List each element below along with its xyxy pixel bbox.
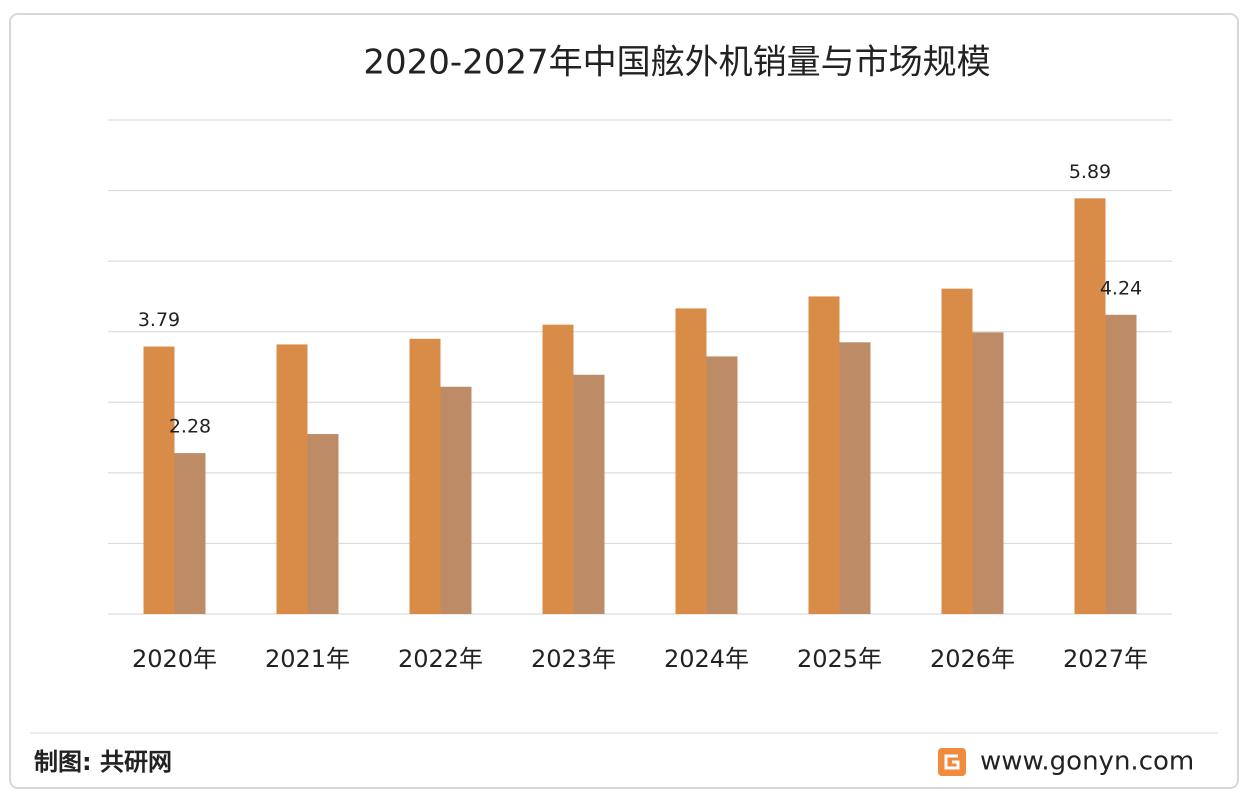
bar: [143, 346, 175, 614]
bar: [675, 308, 707, 614]
bar: [839, 342, 871, 614]
data-label: 2.28: [169, 416, 211, 438]
chart-title: 2020-2027年中国舷外机销量与市场规模: [363, 43, 990, 83]
x-tick-label: 2020年: [132, 645, 217, 673]
logo: [938, 748, 966, 776]
x-tick-label: 2022年: [398, 645, 483, 673]
source-note: 制图: 共研网: [34, 748, 172, 776]
bar: [941, 288, 973, 614]
x-tick-label: 2026年: [930, 645, 1015, 673]
bar: [409, 338, 441, 614]
bar: [808, 296, 840, 614]
data-label: 4.24: [1100, 277, 1142, 299]
data-label: 3.79: [138, 309, 180, 331]
x-tick-label: 2021年: [265, 645, 350, 673]
data-label: 5.89: [1069, 161, 1111, 183]
bar: [276, 344, 308, 614]
bar: [440, 386, 472, 614]
bar: [174, 453, 206, 614]
site-url: www.gonyn.com: [980, 747, 1194, 777]
bar: [706, 356, 738, 614]
x-tick-label: 2023年: [531, 645, 616, 673]
x-tick-label: 2027年: [1063, 645, 1148, 673]
bar: [573, 374, 605, 614]
bar: [972, 332, 1004, 614]
bar: [1074, 198, 1106, 614]
bar: [542, 324, 574, 614]
bar: [307, 434, 339, 614]
x-tick-label: 2024年: [664, 645, 749, 673]
bar: [1105, 314, 1137, 614]
x-tick-label: 2025年: [797, 645, 882, 673]
